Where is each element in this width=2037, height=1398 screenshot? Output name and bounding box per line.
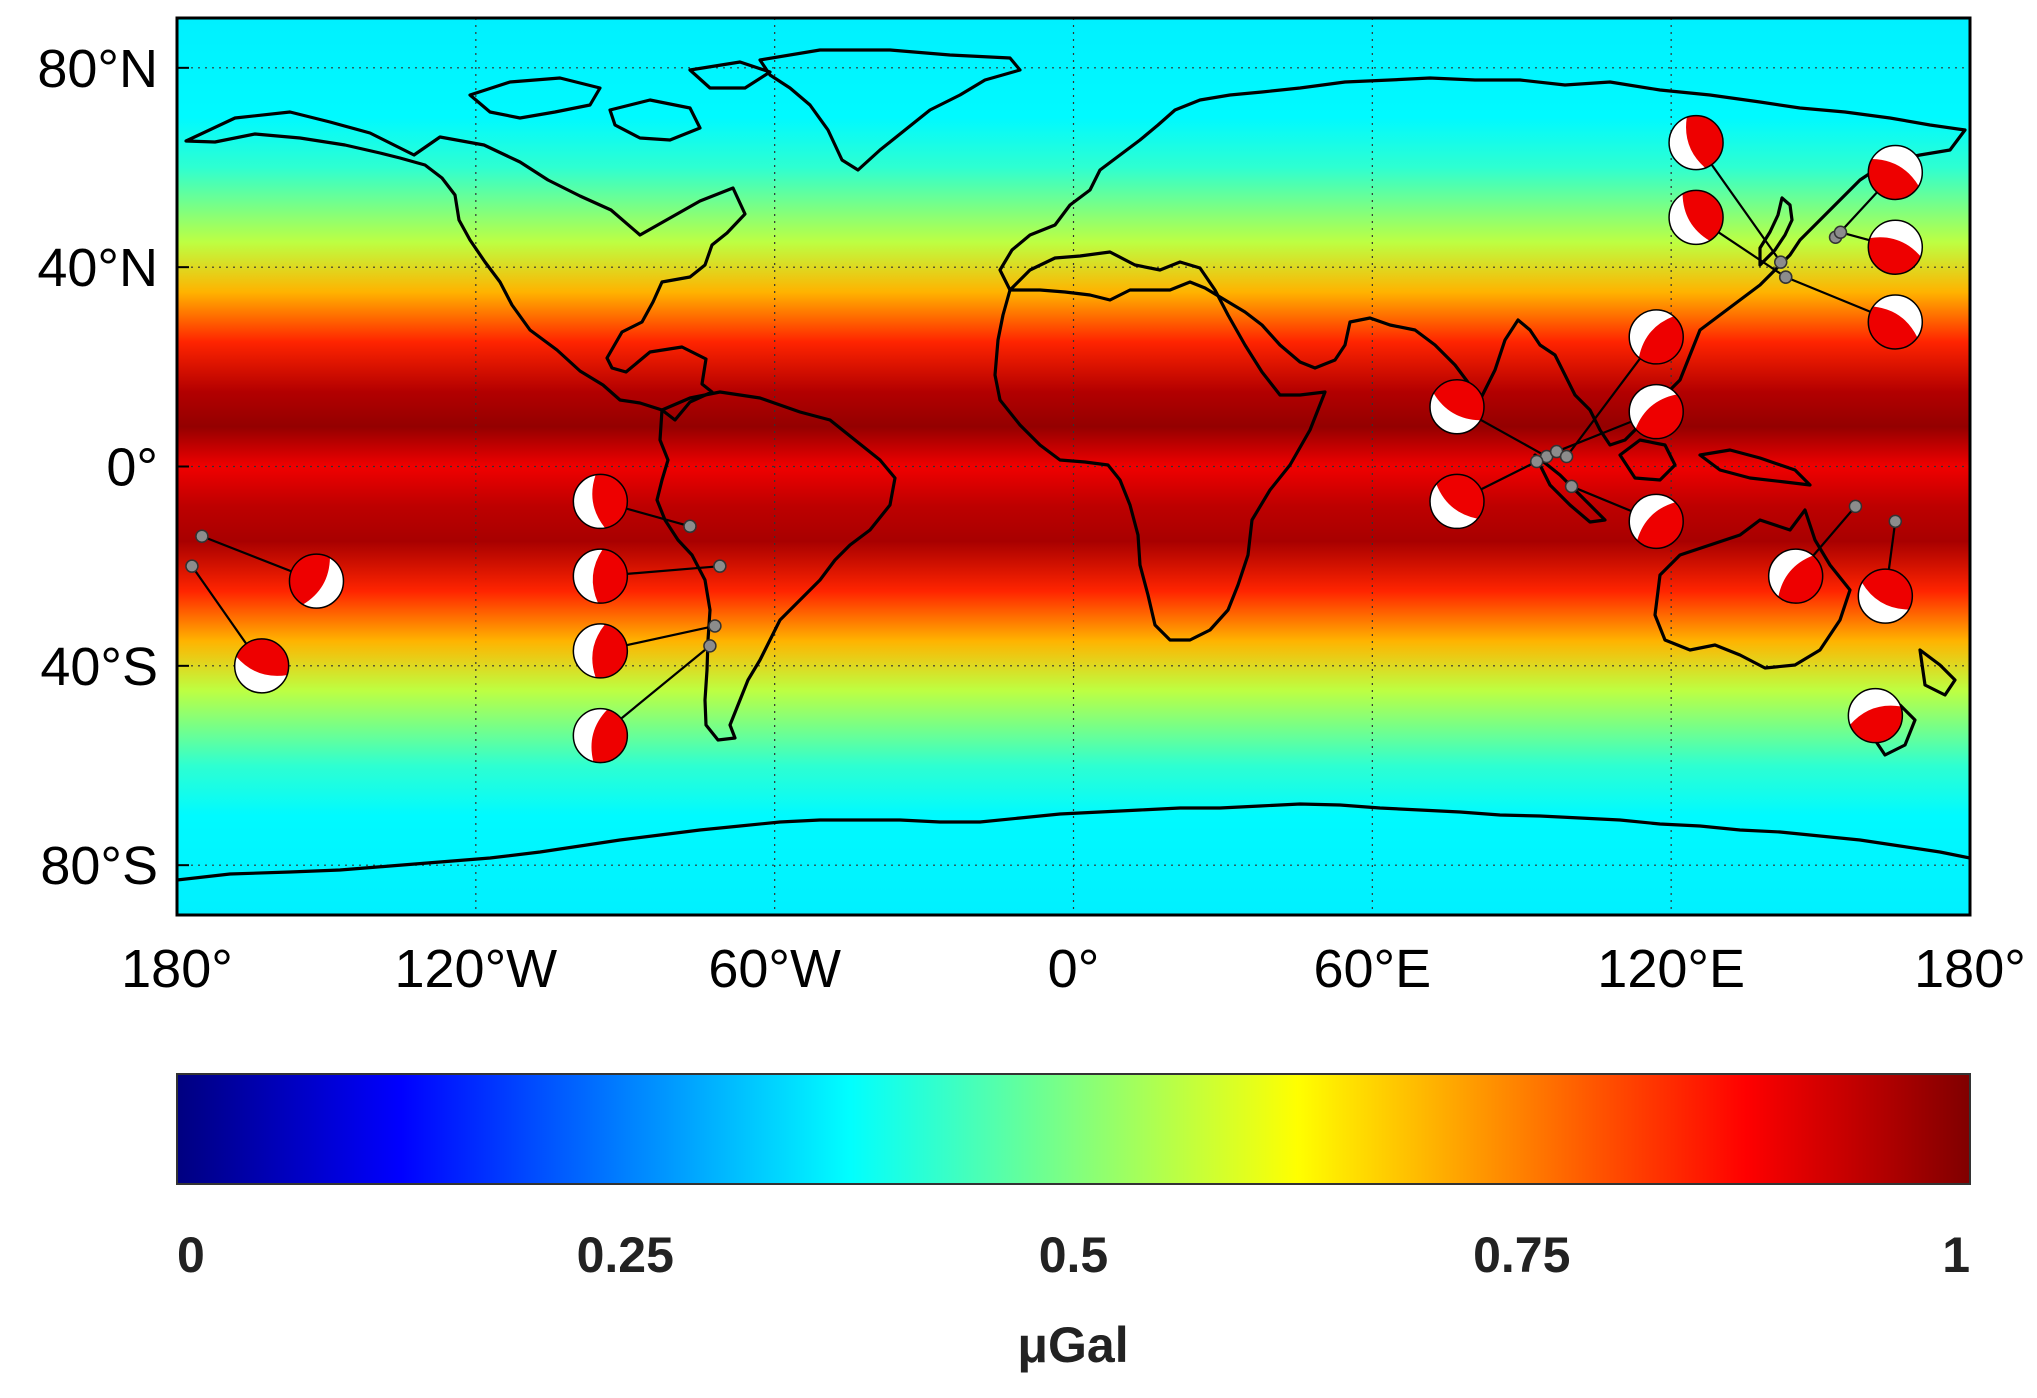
earthquake — [1559, 309, 1684, 464]
greenland-coast — [758, 48, 1022, 172]
earthquake — [1778, 270, 1924, 350]
earthquake — [572, 473, 697, 534]
epicenter-marker — [1833, 225, 1848, 240]
afro-eurasia-coast — [993, 250, 1327, 642]
graticule — [177, 18, 1970, 915]
earthquake — [1833, 219, 1924, 275]
earthquakes — [185, 114, 1924, 764]
focal-mechanism-beachball — [1867, 294, 1924, 350]
earthquake — [572, 619, 722, 679]
lon-tick-label: 60°E — [1313, 939, 1431, 999]
focal-mechanism-beachball — [572, 548, 629, 604]
epicenter-marker — [1778, 270, 1793, 284]
lon-tick-label: 180° — [1914, 939, 2026, 999]
earthquake — [1429, 378, 1554, 464]
lon-tick-label: 180° — [121, 939, 233, 999]
focal-mechanism-beachball — [572, 707, 629, 764]
epicenter-marker — [1848, 499, 1863, 514]
epicenter-marker — [1888, 514, 1903, 529]
epicenter-marker — [1559, 449, 1574, 464]
earthquake — [195, 529, 345, 609]
focal-mechanism-beachball — [1857, 568, 1914, 624]
lon-tick-labels: 180° 120°W 60°W 0° 60°E 120°E 180° — [121, 939, 2026, 999]
earthquake — [572, 639, 717, 764]
colorbar-tick-label: 0.5 — [1039, 1227, 1109, 1283]
lat-tick-label: 80°N — [37, 39, 158, 99]
lat-tick-label: 80°S — [40, 836, 158, 896]
colorbar: 0 0.25 0.5 0.75 1 μGal — [176, 1073, 1971, 1373]
epicenter-marker — [1564, 479, 1579, 494]
lon-tick-label: 120°W — [394, 939, 557, 999]
antarctica-coast — [177, 802, 1970, 882]
earthquake — [1828, 144, 1924, 245]
earthquake — [1549, 383, 1684, 459]
lon-tick-label: 0° — [1048, 939, 1100, 999]
epicenter-marker — [708, 619, 722, 633]
focal-mechanism-beachball — [1867, 144, 1924, 201]
epicenter-marker — [1773, 255, 1788, 269]
focal-mechanism-beachball — [288, 553, 345, 609]
focal-mechanism-beachball — [572, 623, 629, 679]
colorbar-tick-label: 0.75 — [1473, 1227, 1570, 1283]
coastlines — [177, 48, 1970, 882]
maritime-continent-coast — [1533, 438, 1812, 524]
colorbar-unit-label: μGal — [1017, 1317, 1128, 1373]
epicenter-marker — [713, 559, 727, 573]
focal-mechanism-beachball — [1628, 493, 1684, 550]
earthquake — [1767, 499, 1863, 604]
focal-mechanism-beachball — [1668, 114, 1724, 171]
focal-mechanism-beachball — [1429, 378, 1485, 435]
colorbar-tick-label: 0.25 — [577, 1227, 674, 1283]
focal-mechanism-beachball — [1767, 548, 1824, 604]
lat-tick-labels: 80°N 40°N 0° 40°S 80°S — [37, 39, 189, 896]
focal-mechanism-beachball — [572, 473, 629, 530]
colorbar-tick-label: 1 — [1942, 1227, 1970, 1283]
focal-mechanism-beachball — [1628, 383, 1684, 440]
earthquake — [1847, 687, 1904, 744]
epicenter-marker — [703, 639, 717, 653]
earthquake — [572, 548, 727, 604]
colorbar-tick-labels: 0 0.25 0.5 0.75 1 — [177, 1227, 1970, 1283]
lat-tick-label: 40°S — [40, 637, 158, 697]
focal-mechanism-beachball — [1429, 473, 1485, 530]
focal-mechanism-beachball — [1867, 219, 1924, 275]
earthquake — [185, 559, 290, 694]
colorbar-tick-label: 0 — [177, 1227, 205, 1283]
earthquake — [1429, 454, 1544, 530]
lat-tick-label: 40°N — [37, 238, 158, 298]
lat-tick-label: 0° — [106, 438, 158, 498]
epicenter-marker — [1529, 454, 1544, 469]
earthquake — [1564, 479, 1684, 550]
south-america-coast — [655, 390, 897, 742]
lon-tick-label: 60°W — [708, 939, 841, 999]
epicenter-marker — [185, 559, 199, 573]
map-panel: 80°N 40°N 0° 40°S 80°S 180° 120°W 60°W 0° 60°E 12… — [37, 16, 2026, 999]
eurasia-coast — [998, 76, 1967, 447]
epicenter-marker — [683, 519, 697, 534]
arctic-islands — [468, 60, 772, 142]
focal-mechanism-beachball — [1847, 687, 1904, 744]
earthquake — [1668, 114, 1788, 269]
australia-coast — [1653, 508, 1852, 670]
colorbar-ramp — [176, 1073, 1971, 1185]
epicenter-marker — [195, 529, 209, 544]
focal-mechanism-beachball — [233, 638, 290, 694]
focal-mechanism-beachball — [1668, 189, 1724, 246]
north-america-coast — [184, 110, 747, 422]
earthquake — [1857, 514, 1914, 624]
focal-mechanism-beachball — [1628, 309, 1684, 365]
lon-tick-label: 120°E — [1597, 939, 1745, 999]
